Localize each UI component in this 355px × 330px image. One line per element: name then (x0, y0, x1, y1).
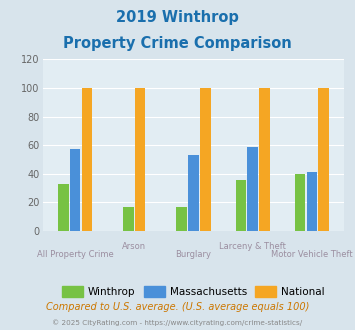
Bar (247, 147, 258, 231)
Text: Arson: Arson (122, 242, 146, 251)
Bar (236, 180, 246, 231)
Bar (259, 88, 270, 231)
Bar (188, 155, 199, 231)
Bar (58, 184, 69, 231)
Bar (135, 88, 146, 231)
Legend: Winthrop, Massachusetts, National: Winthrop, Massachusetts, National (58, 282, 329, 301)
Bar (307, 172, 317, 231)
Text: Property Crime Comparison: Property Crime Comparison (63, 36, 292, 51)
Text: Burglary: Burglary (175, 250, 212, 259)
Text: 2019 Winthrop: 2019 Winthrop (116, 10, 239, 25)
Bar (200, 88, 211, 231)
Text: Compared to U.S. average. (U.S. average equals 100): Compared to U.S. average. (U.S. average … (46, 302, 309, 312)
Bar (123, 207, 133, 231)
Text: All Property Crime: All Property Crime (37, 250, 114, 259)
Bar (318, 88, 329, 231)
Text: Larceny & Theft: Larceny & Theft (219, 242, 286, 251)
Text: Motor Vehicle Theft: Motor Vehicle Theft (271, 250, 353, 259)
Bar (176, 207, 187, 231)
Bar (295, 174, 305, 231)
Text: © 2025 CityRating.com - https://www.cityrating.com/crime-statistics/: © 2025 CityRating.com - https://www.city… (53, 319, 302, 326)
Bar (82, 88, 92, 231)
Bar (70, 149, 80, 231)
